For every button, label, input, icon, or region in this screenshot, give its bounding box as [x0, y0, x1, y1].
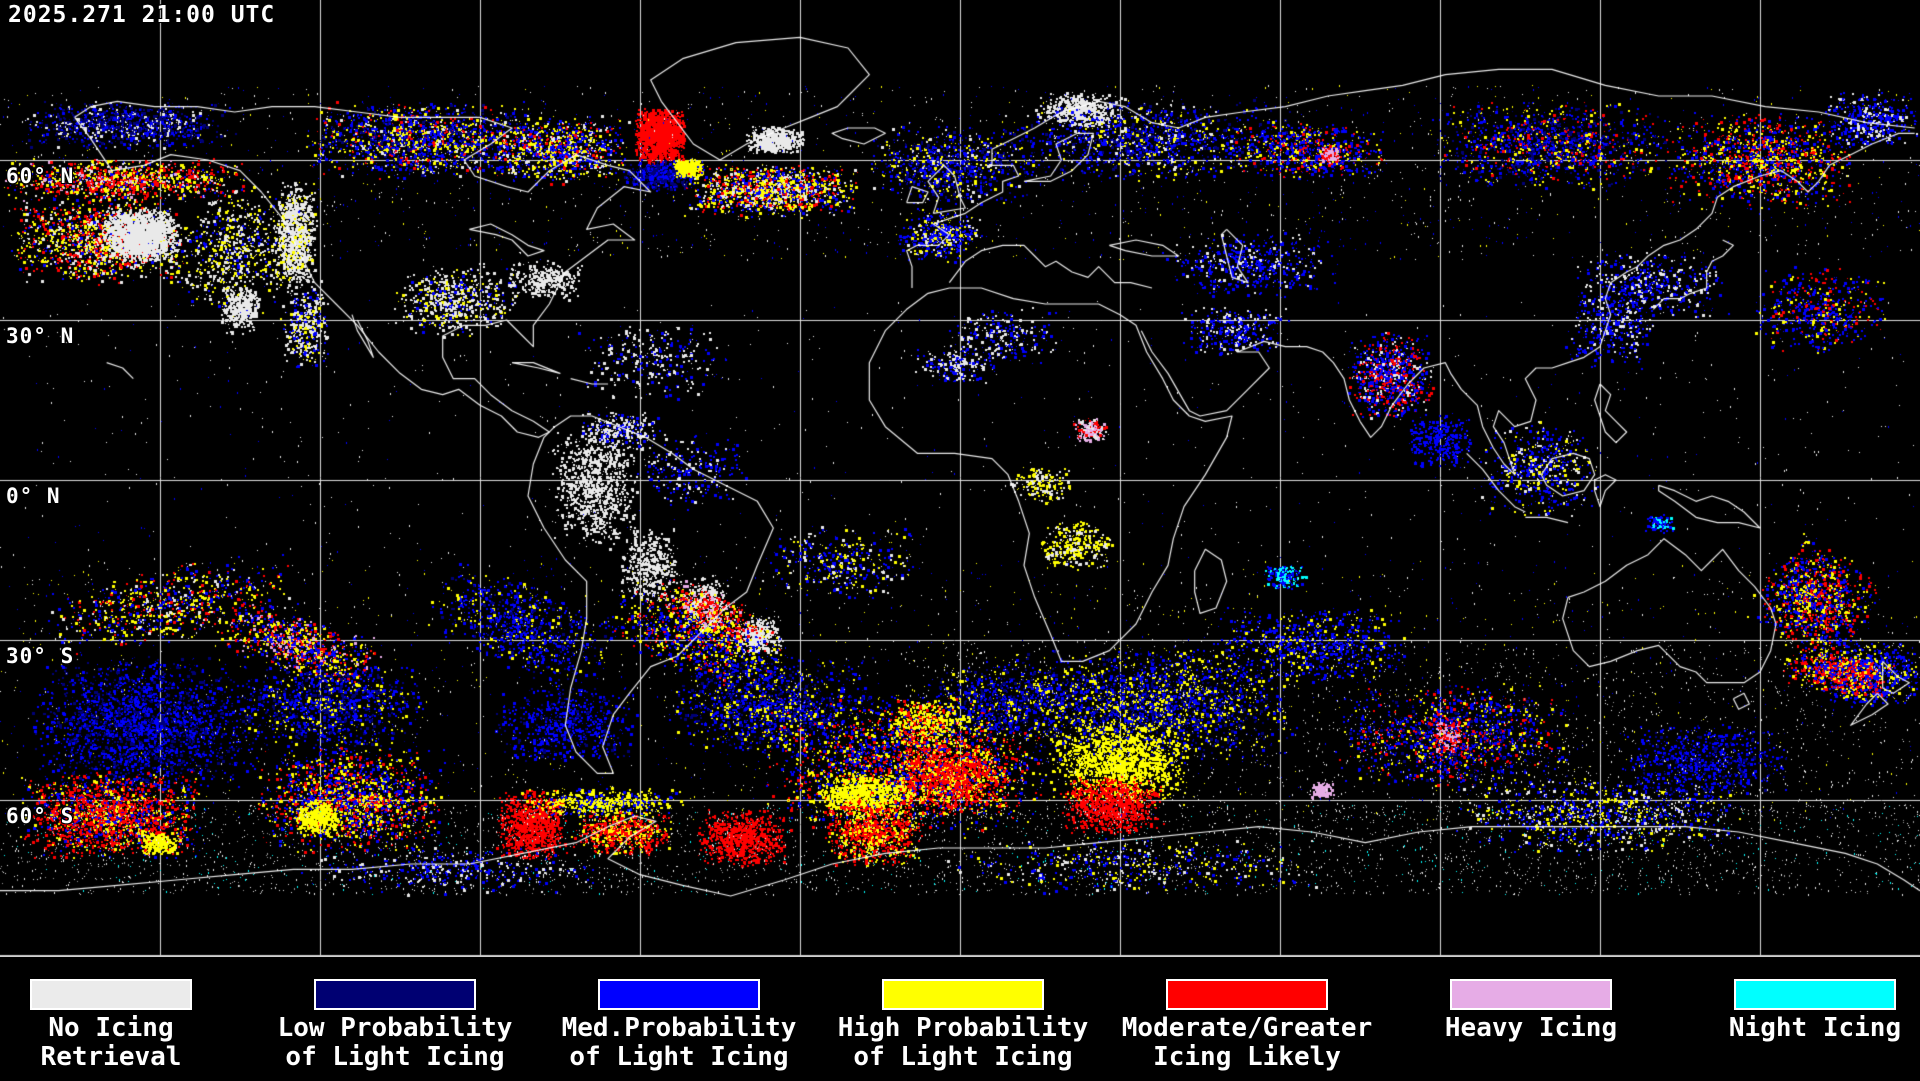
legend-item-label: Low Probability of Light Icing [277, 1013, 513, 1072]
legend-item: No Icing Retrieval [0, 957, 253, 1072]
latitude-label: 60° S [6, 804, 75, 828]
legend-item: Low Probability of Light Icing [253, 957, 537, 1072]
icing-map-canvas [0, 0, 1920, 956]
legend-color-swatch [598, 979, 760, 1010]
legend-bar: No Icing Retrieval Low Probability of Li… [0, 956, 1920, 1081]
latitude-label: 60° N [6, 164, 75, 188]
latitude-label: 30° S [6, 644, 75, 668]
legend-color-swatch [1450, 979, 1612, 1010]
latitude-label: 0° N [6, 484, 61, 508]
timestamp-label: 2025.271 21:00 UTC [8, 2, 276, 28]
legend-item: Med.Probability of Light Icing [537, 957, 821, 1072]
legend-item: Night Icing [1673, 957, 1920, 1043]
legend-item-label: No Icing Retrieval [40, 1013, 182, 1072]
latitude-label: 30° N [6, 324, 75, 348]
legend-item-label: High Probability of Light Icing [837, 1013, 1089, 1072]
legend-color-swatch [1166, 979, 1328, 1010]
legend-color-swatch [314, 979, 476, 1010]
legend-item: Moderate/Greater Icing Likely [1105, 957, 1389, 1072]
legend-item-label: Moderate/Greater Icing Likely [1121, 1013, 1373, 1072]
legend-item: Heavy Icing [1389, 957, 1673, 1043]
legend-item-label: Med.Probability of Light Icing [561, 1013, 797, 1072]
legend-item-label: Heavy Icing [1444, 1013, 1618, 1043]
legend-item-label: Night Icing [1728, 1013, 1902, 1043]
legend-color-swatch [1734, 979, 1896, 1010]
world-icing-map: 2025.271 21:00 UTC 60° N 30° N 0° N 30° S 60… [0, 0, 1920, 956]
legend-item: High Probability of Light Icing [821, 957, 1105, 1072]
legend-color-swatch [30, 979, 192, 1010]
legend-color-swatch [882, 979, 1044, 1010]
